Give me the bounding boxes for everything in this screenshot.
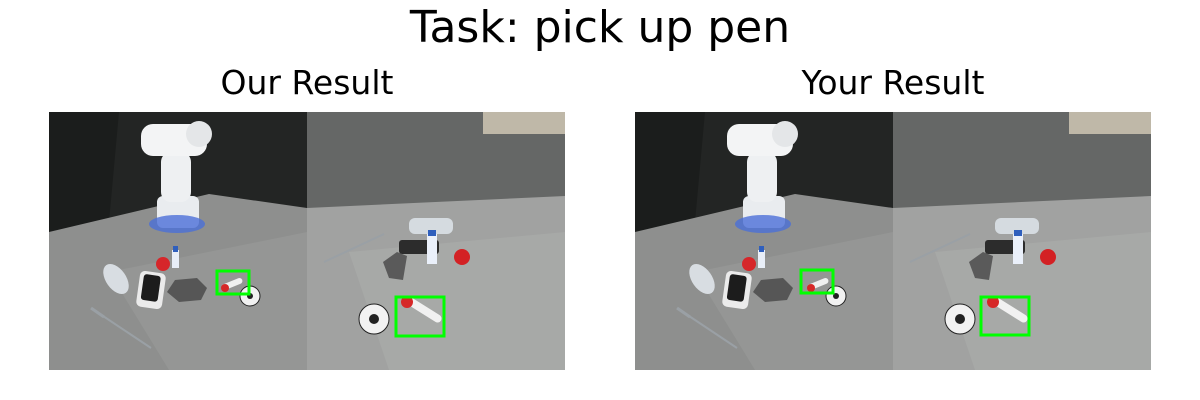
- your-result-image: [635, 112, 1151, 370]
- panel-title-your-result: Your Result: [801, 63, 985, 102]
- camera-view-side: [893, 112, 1151, 370]
- panel-title-our-result: Our Result: [220, 63, 394, 102]
- camera-view-side: [307, 112, 565, 370]
- our-result-image: [49, 112, 565, 370]
- figure-title: Task: pick up pen: [409, 2, 791, 53]
- camera-view-front: [49, 112, 307, 370]
- camera-view-front: [635, 112, 893, 370]
